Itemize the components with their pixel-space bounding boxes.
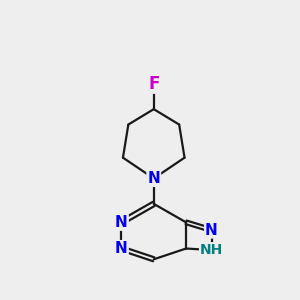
Text: N: N bbox=[147, 171, 160, 186]
Text: F: F bbox=[148, 75, 159, 93]
Text: N: N bbox=[115, 215, 128, 230]
Text: NH: NH bbox=[200, 243, 223, 257]
Text: N: N bbox=[205, 223, 218, 238]
Text: N: N bbox=[115, 241, 128, 256]
